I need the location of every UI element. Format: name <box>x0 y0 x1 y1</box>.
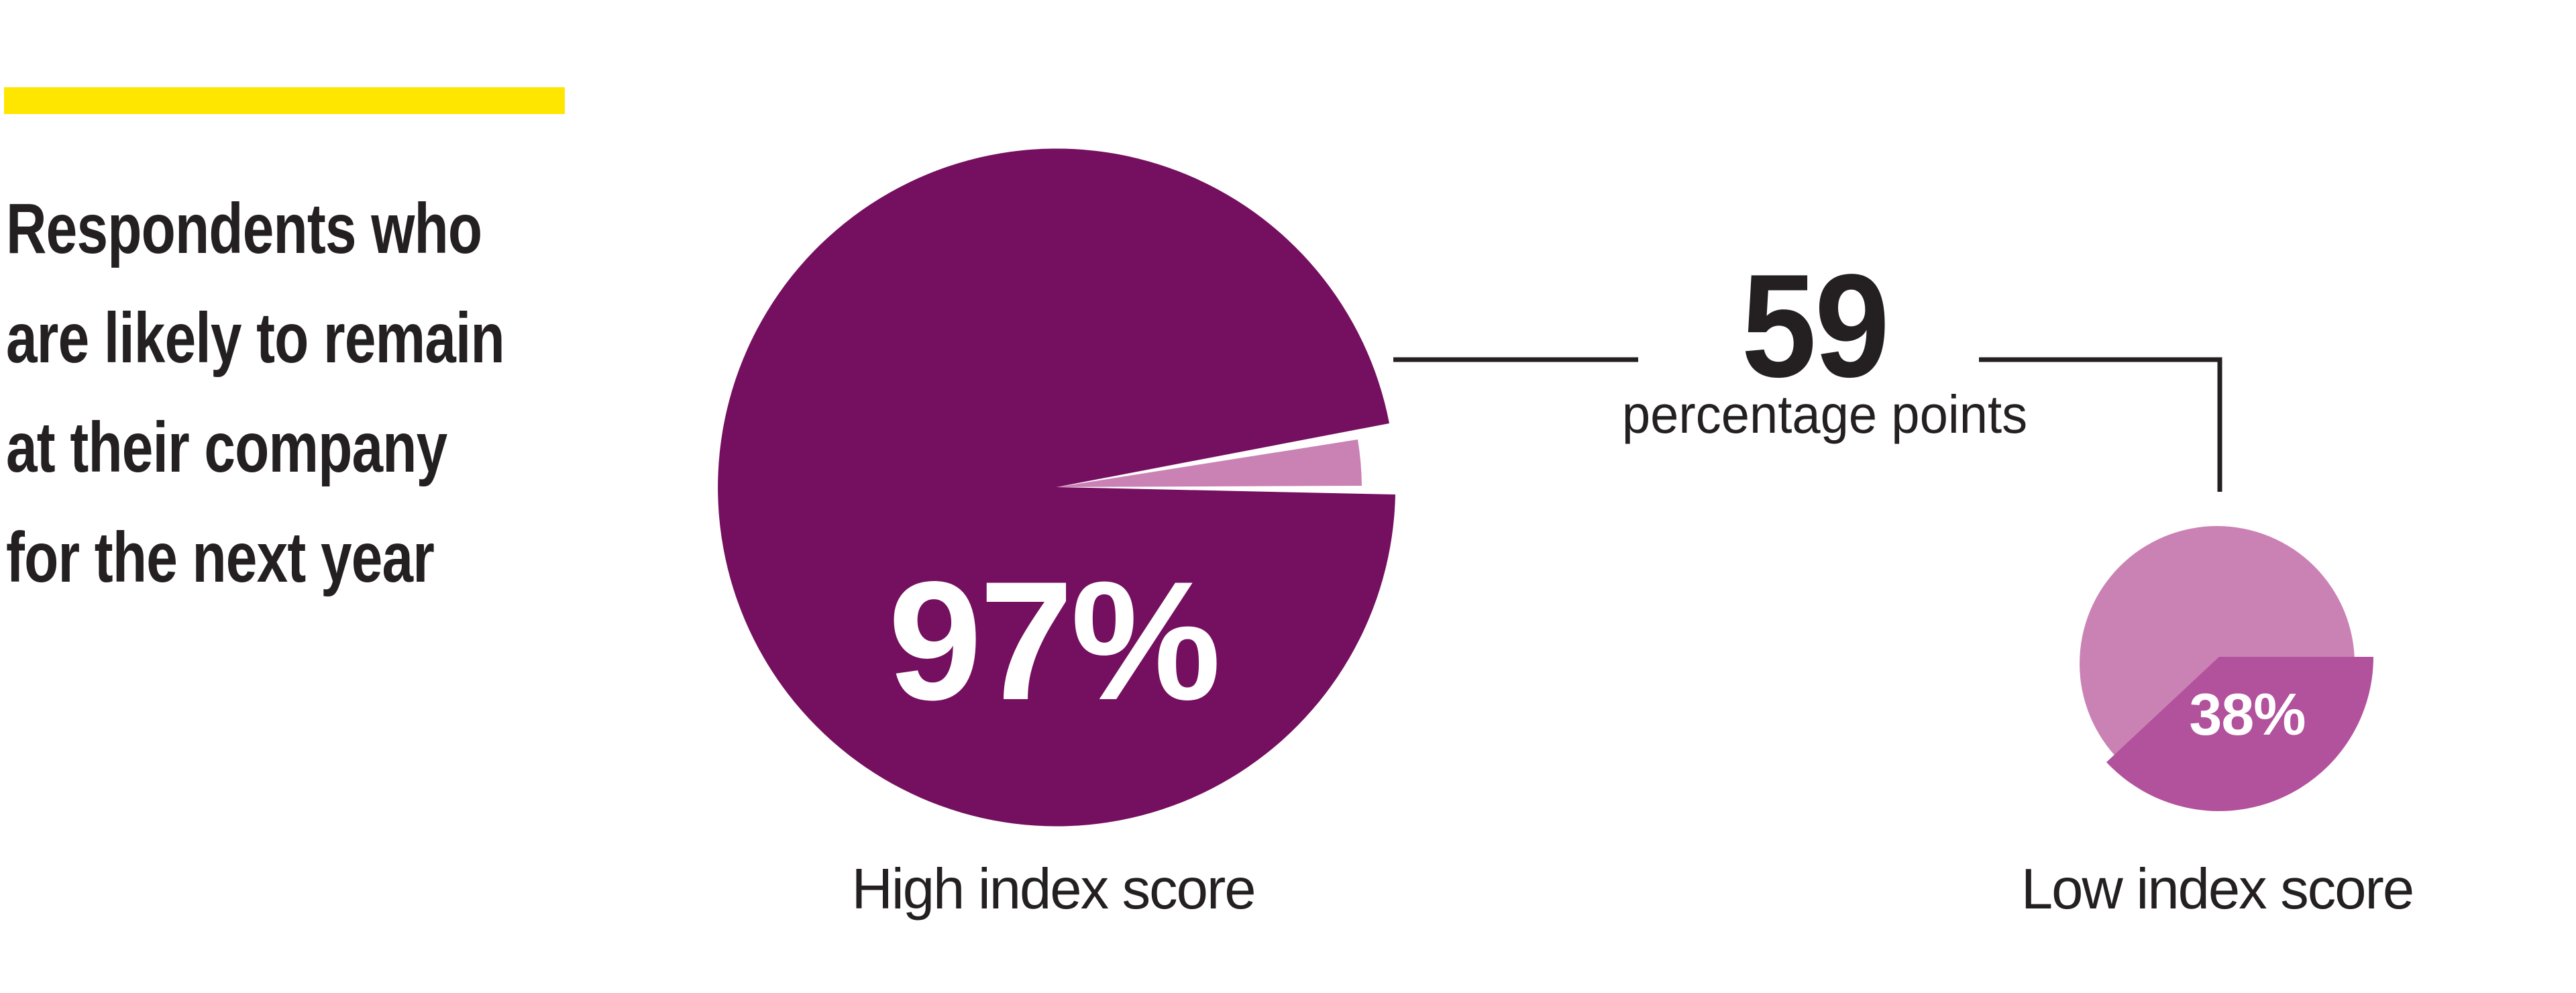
difference-value: 59 <box>1741 244 1890 408</box>
high-pie-3-slice <box>1057 439 1362 487</box>
accent-bar <box>4 87 565 114</box>
difference-unit-label: percentage points <box>1621 384 2028 444</box>
low-pie-caption: Low index score <box>2021 857 2414 921</box>
chart-title: Respondents who are likely to remain at … <box>6 189 505 597</box>
low-pie-38-slice <box>2106 657 2373 811</box>
low-pie-value-label: 38% <box>2189 681 2306 747</box>
high-pie-97-slice <box>718 148 1395 827</box>
high-pie-value-label: 97% <box>888 547 1221 735</box>
connector-elbow-right <box>1979 357 2222 492</box>
high-pie-caption: High index score <box>851 857 1256 921</box>
